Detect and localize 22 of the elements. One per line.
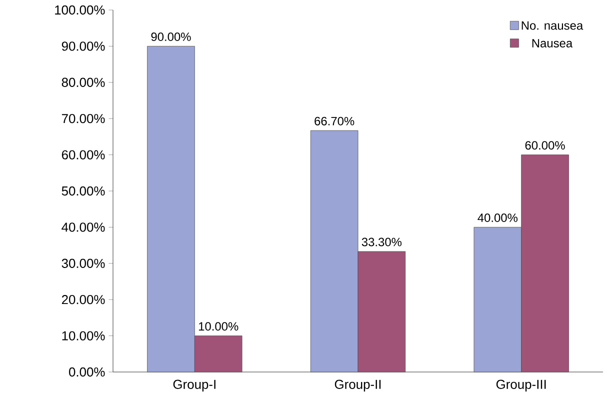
y-tick-label: 30.00% <box>62 258 105 268</box>
data-label: 60.00% <box>525 141 565 150</box>
data-label: 33.30% <box>362 238 402 246</box>
legend-label: Nausea <box>532 39 573 48</box>
y-tick-label: 60.00% <box>62 150 105 160</box>
data-label: 90.00% <box>151 32 191 42</box>
y-tick-label: 80.00% <box>62 78 105 87</box>
y-tick-label: 50.00% <box>62 186 105 196</box>
data-label: 40.00% <box>478 214 518 222</box>
data-label: 66.70% <box>314 116 354 126</box>
x-tick-label: Group-III <box>496 380 546 392</box>
y-tick-label: 70.00% <box>62 114 105 124</box>
y-tick-label: 0.00% <box>69 367 105 377</box>
y-tick-label: 20.00% <box>62 295 105 304</box>
data-label: 10.00% <box>198 322 238 331</box>
x-tick-label: Group-II <box>334 380 381 392</box>
y-tick-label: 40.00% <box>62 222 105 232</box>
y-tick-label: 90.00% <box>62 42 105 51</box>
x-tick-label: Group-I <box>173 380 216 392</box>
legend-label: No. nausea <box>522 21 584 30</box>
y-tick-label: 100.00% <box>55 5 105 15</box>
y-tick-label: 10.00% <box>62 331 105 340</box>
